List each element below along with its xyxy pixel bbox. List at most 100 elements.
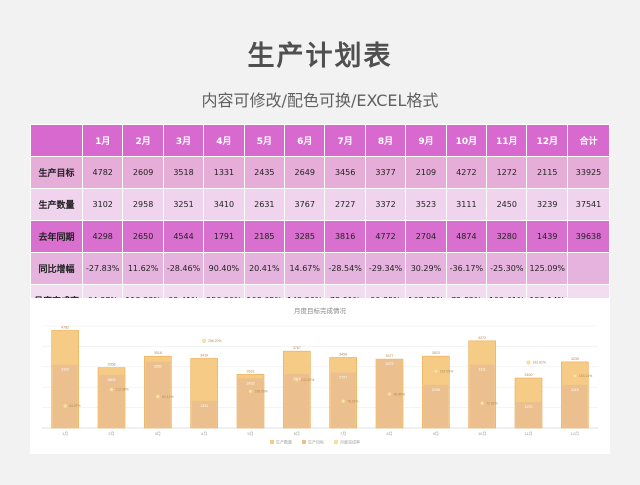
- legend-label: 月度完成率: [340, 439, 360, 445]
- table-cell: 125.09%: [526, 252, 568, 285]
- data-label: 3456: [339, 352, 347, 356]
- monthly-completion-chart: 月度目标完成情况 4782 3102 64.87% 1月 2958 2609 113.38% 2…: [42, 306, 598, 445]
- table-cell: 2609: [122, 156, 164, 189]
- table-cell: 3102: [81, 188, 124, 221]
- data-label: 4782: [61, 325, 69, 329]
- rate-marker: [202, 338, 207, 343]
- table-cell: 2704: [405, 220, 447, 253]
- data-label: 3111: [478, 368, 485, 372]
- header-month: 3月: [162, 124, 205, 157]
- rate-marker: [526, 360, 531, 365]
- data-label: 3372: [386, 362, 394, 366]
- rate-marker: [109, 387, 114, 392]
- table-cell: 2450: [486, 188, 528, 221]
- legend-label: 生产目标: [308, 439, 324, 445]
- page-subtitle: 内容可修改/配色可换/EXCEL格式: [201, 91, 439, 110]
- rate-label: 64.87%: [69, 404, 81, 408]
- data-label: 2727: [339, 375, 347, 379]
- rate-marker: [433, 369, 438, 374]
- table-cell: 2727: [324, 188, 366, 221]
- rate-label: 92.41%: [162, 395, 174, 399]
- rate-label: 108.05%: [255, 389, 268, 393]
- table-cell: 2115: [526, 156, 568, 189]
- table-cell: 11.62%: [122, 252, 164, 285]
- rate-marker: [480, 401, 485, 406]
- data-label: 3523: [432, 351, 440, 355]
- table-cell: -25.30%: [486, 252, 528, 285]
- table-cell: -36.17%: [445, 252, 488, 285]
- table-cell: 2631: [243, 188, 286, 221]
- row-label: 同比增幅: [30, 252, 83, 285]
- header-month: 12月: [526, 124, 568, 157]
- table-cell: 4874: [445, 220, 488, 253]
- x-tick-label: 6月: [294, 431, 300, 436]
- chart-area: 月度目标完成情况 4782 3102 64.87% 1月 2958 2609 113.38% 2…: [30, 298, 610, 454]
- table-cell: 3518: [162, 156, 205, 189]
- rate-label: 99.85%: [394, 392, 406, 396]
- header-total: 合计: [567, 124, 610, 157]
- total-cell: 33925: [567, 156, 610, 189]
- rate-marker: [387, 392, 392, 397]
- bar-target: [423, 384, 449, 428]
- bar-target: [191, 400, 217, 428]
- x-tick-label: 3月: [155, 431, 161, 436]
- table-cell: 4544: [162, 220, 205, 253]
- table-cell: 3816: [324, 220, 366, 253]
- data-label: 3239: [571, 357, 579, 361]
- data-label: 3767: [293, 346, 301, 350]
- table-cell: 1272: [486, 156, 528, 189]
- data-label: 3102: [61, 368, 69, 372]
- x-tick-label: 2月: [108, 431, 114, 436]
- bar-target: [99, 374, 124, 428]
- data-label: 2115: [571, 388, 579, 392]
- table-cell: 1439: [526, 220, 568, 253]
- x-tick-label: 4月: [201, 431, 207, 436]
- table-header-row: 1月 2月 3月 4月 5月 6月 7月 8月 9月 10月 11月 12月 合计: [30, 124, 610, 157]
- rate-marker: [248, 389, 253, 394]
- data-label: 1272: [525, 405, 533, 409]
- header-corner: [30, 124, 83, 157]
- table-cell: 3239: [526, 188, 568, 221]
- table-cell: -28.46%: [162, 252, 205, 285]
- bar-quantity: [469, 364, 495, 428]
- legend-swatch: [270, 440, 274, 444]
- rate-label: 256.20%: [208, 339, 221, 343]
- table-cell: 3251: [162, 188, 205, 221]
- data-label: 4272: [478, 336, 486, 340]
- total-cell: 37541: [567, 188, 610, 221]
- x-tick-label: 9月: [433, 431, 439, 436]
- bar-target: [284, 373, 310, 428]
- header-month: 5月: [243, 124, 286, 157]
- bar-target: [516, 402, 541, 428]
- data-label: 3251: [154, 365, 162, 369]
- data-label: 2958: [108, 363, 116, 367]
- table-cell: 3523: [405, 188, 447, 221]
- x-tick-label: 12月: [571, 431, 579, 436]
- bar-target: [238, 378, 263, 428]
- table-cell: 3767: [284, 188, 326, 221]
- rate-marker: [294, 377, 299, 382]
- table-row: 生产目标 4782 2609 3518 1331 2435 2649 3456 3377 2109…: [30, 156, 610, 189]
- x-tick-label: 5月: [247, 431, 253, 436]
- header-month: 1月: [81, 124, 124, 157]
- row-label: 去年同期: [30, 220, 83, 253]
- table-cell: 4782: [81, 156, 124, 189]
- x-tick-label: 10月: [478, 431, 486, 436]
- header-month: 7月: [324, 124, 366, 157]
- rate-label: 153.14%: [579, 374, 592, 378]
- table-cell: 30.29%: [405, 252, 447, 285]
- legend-swatch: [333, 439, 339, 445]
- table-cell: -27.83%: [81, 252, 124, 285]
- table-cell: 3111: [445, 188, 488, 221]
- table-cell: 3285: [284, 220, 326, 253]
- header-month: 11月: [486, 124, 528, 157]
- data-label: 1331: [200, 404, 208, 408]
- production-table: 1月 2月 3月 4月 5月 6月 7月 8月 9月 10月 11月 12月 合计 生产目标 4782 260…: [30, 124, 610, 317]
- total-cell: 39638: [567, 220, 610, 253]
- table-cell: 3377: [364, 156, 407, 189]
- bar-quantity: [52, 364, 78, 428]
- table-cell: -28.54%: [324, 252, 366, 285]
- table-cell: 2650: [122, 220, 164, 253]
- header-month: 6月: [284, 124, 326, 157]
- table-cell: 2185: [243, 220, 286, 253]
